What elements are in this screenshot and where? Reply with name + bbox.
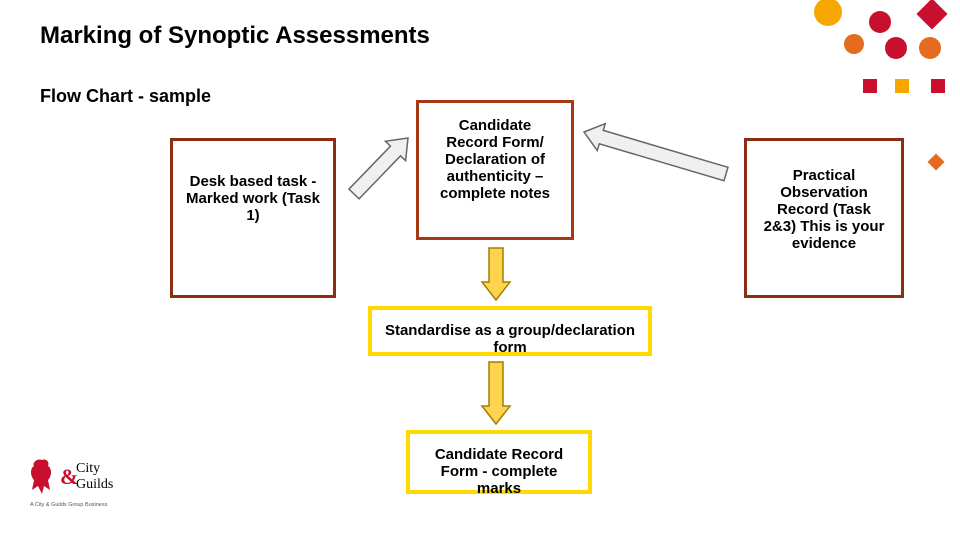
decor-shape bbox=[916, 0, 947, 30]
arrow-icon bbox=[482, 362, 510, 424]
brand-logo-icon: &CityGuildsA City & Guilds Group Busines… bbox=[30, 456, 116, 512]
svg-text:A City & Guilds Group Business: A City & Guilds Group Business bbox=[30, 502, 108, 508]
decor-shape bbox=[885, 37, 907, 59]
arrow-icon bbox=[349, 138, 408, 199]
brand-logo: &CityGuildsA City & Guilds Group Busines… bbox=[30, 456, 116, 512]
svg-text:Guilds: Guilds bbox=[76, 477, 113, 492]
decor-shapes bbox=[790, 0, 960, 210]
decor-shape bbox=[928, 154, 945, 171]
decor-shape bbox=[869, 11, 891, 33]
decor-shape bbox=[895, 79, 909, 93]
decor-shape bbox=[844, 34, 864, 54]
arrow-icon bbox=[584, 124, 728, 181]
decor-shape bbox=[814, 0, 842, 26]
decor-shape bbox=[931, 79, 945, 93]
decor-shape bbox=[863, 79, 877, 93]
svg-text:City: City bbox=[76, 461, 100, 476]
arrow-icon bbox=[482, 248, 510, 300]
decor-shape bbox=[919, 37, 941, 59]
